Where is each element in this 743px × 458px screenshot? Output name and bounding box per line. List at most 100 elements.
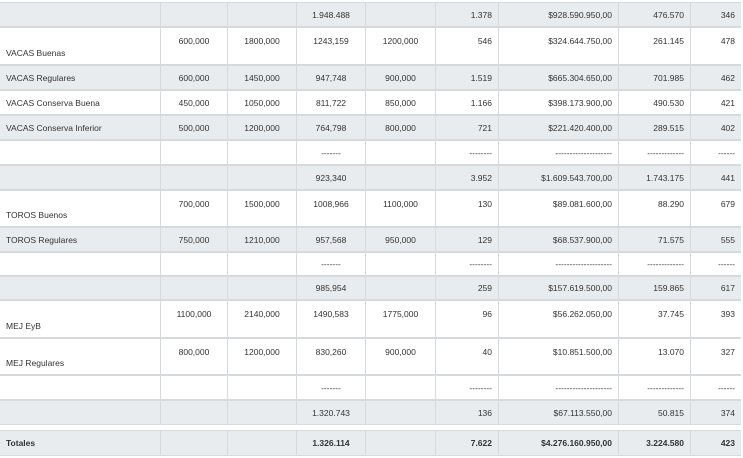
cell-value: ------ xyxy=(718,382,735,393)
cell-value: 1200,000 xyxy=(244,347,280,357)
row-label: TOROS Regulares xyxy=(6,234,78,245)
cell-value: 500,000 xyxy=(178,122,210,133)
table-cell xyxy=(160,401,227,424)
row-label: MEJ EyB xyxy=(6,321,41,331)
table-cell: $1.609.543.700,00 xyxy=(498,166,618,189)
table-cell: 441 xyxy=(690,166,741,189)
cell-value: 600,000 xyxy=(178,36,210,46)
cell-value: 40 xyxy=(482,347,492,357)
table-cell: 71.575 xyxy=(618,228,690,251)
table-row: 923,340 3.952 $1.609.543.700,00 1.743.175 44… xyxy=(0,165,741,190)
cell-value: 1200,000 xyxy=(382,36,419,46)
table-cell xyxy=(160,253,227,275)
table-cell: 950,000 xyxy=(365,228,435,251)
table-cell: $221.420.400,00 xyxy=(498,116,618,139)
cell-value: $665.304.650,00 xyxy=(548,72,612,83)
table-cell: VACAS Conserva Inferior xyxy=(0,116,160,139)
cell-value: $157.619.500,00 xyxy=(548,283,612,293)
table-row: VACAS Conserva Inferior 500,000 1200,000 76… xyxy=(0,115,741,140)
table-cell: ------------- xyxy=(618,253,690,275)
row-label: VACAS Buenas xyxy=(6,48,66,58)
cell-value: 900,000 xyxy=(385,347,416,357)
table-row: VACAS Conserva Buena 450,000 1050,000 811,7… xyxy=(0,90,741,115)
table-cell: 555 xyxy=(690,228,741,251)
table-cell xyxy=(0,376,160,399)
cell-value: 71.575 xyxy=(658,234,684,245)
table-cell: 1450,000 xyxy=(227,66,296,89)
table-cell: 811,722 xyxy=(296,91,365,114)
table-cell: 421 xyxy=(690,91,741,114)
table-cell xyxy=(365,141,435,164)
table-cell: 600,000 xyxy=(160,66,227,89)
table-cell: TOROS Regulares xyxy=(0,228,160,251)
table-cell: -------------------- xyxy=(498,141,618,164)
cell-value: $89.081.600,00 xyxy=(552,199,612,209)
cell-value: 1.519 xyxy=(470,72,492,83)
table-cell xyxy=(365,401,435,424)
cell-value: ------ xyxy=(718,147,735,158)
cell-value: 50.815 xyxy=(658,407,684,418)
cell-value: 721 xyxy=(477,122,492,133)
table-cell: $928.590.950,00 xyxy=(498,3,618,26)
cell-value: 346 xyxy=(720,9,735,20)
table-cell: 1490,583 xyxy=(296,301,365,337)
table-cell: -------------------- xyxy=(498,253,618,275)
table-row: TOROS Buenos 700,000 1500,000 1008,966 1100,… xyxy=(0,190,741,227)
table-cell: 1500,000 xyxy=(227,191,296,226)
table-cell xyxy=(160,3,227,26)
table-cell: 750,000 xyxy=(160,228,227,251)
table-cell xyxy=(227,253,296,275)
cell-value: 947,748 xyxy=(315,72,347,83)
table-cell: VACAS Buenas xyxy=(0,28,160,64)
table-cell: 289.515 xyxy=(618,116,690,139)
table-cell xyxy=(227,141,296,164)
table-cell: 1.166 xyxy=(435,91,498,114)
table-cell: 1.743.175 xyxy=(618,166,690,189)
cell-value: $67.113.550,00 xyxy=(553,407,612,418)
table-cell: 13.070 xyxy=(618,339,690,374)
table-cell: 37.745 xyxy=(618,301,690,337)
table-cell xyxy=(0,166,160,189)
cell-value: 96 xyxy=(482,309,492,319)
cell-value: ------------- xyxy=(647,382,684,393)
table-cell xyxy=(160,277,227,299)
table-cell xyxy=(0,277,160,299)
table-row: TOROS Regulares 750,000 1210,000 957,568 950… xyxy=(0,227,741,252)
table-cell: $56.262.050,00 xyxy=(498,301,618,337)
table-cell xyxy=(365,166,435,189)
cell-value: 1.320.743 xyxy=(312,407,350,418)
table-row: ------- -------- -------------------- -----… xyxy=(0,375,741,400)
cell-value: 750,000 xyxy=(178,234,210,245)
cell-value: 289.515 xyxy=(653,122,684,133)
table-cell: 923,340 xyxy=(296,166,365,189)
table-cell xyxy=(227,277,296,299)
table-cell: ------- xyxy=(296,376,365,399)
cell-value: 830,260 xyxy=(315,347,347,357)
cell-value: 600,000 xyxy=(178,72,210,83)
table-cell: ------ xyxy=(690,141,741,164)
cell-value: $1.609.543.700,00 xyxy=(541,172,612,183)
cell-value: $56.262.050,00 xyxy=(552,309,612,319)
cell-value: 1490,583 xyxy=(313,309,349,319)
cell-value: ------ xyxy=(718,259,735,269)
cell-value: 130 xyxy=(477,199,492,209)
table-row: MEJ Regulares 800,000 1200,000 830,260 900,0… xyxy=(0,338,741,375)
table-cell: 850,000 xyxy=(365,91,435,114)
table-cell xyxy=(227,166,296,189)
table-cell: VACAS Conserva Buena xyxy=(0,91,160,114)
table-cell: 1200,000 xyxy=(227,339,296,374)
cell-value: $4.276.160.950,00 xyxy=(541,438,612,448)
table-cell: $4.276.160.950,00 xyxy=(498,431,618,455)
cell-value: -------------------- xyxy=(555,259,612,269)
table-cell xyxy=(0,3,160,26)
cell-value: -------- xyxy=(469,382,492,393)
table-cell: 490.530 xyxy=(618,91,690,114)
table-cell: 259 xyxy=(435,277,498,299)
cell-value: 800,000 xyxy=(178,347,210,357)
table-row: VACAS Regulares 600,000 1450,000 947,748 900… xyxy=(0,65,741,90)
row-label: TOROS Buenos xyxy=(6,210,68,220)
row-label: VACAS Conserva Inferior xyxy=(6,122,102,133)
table-cell: 1100,000 xyxy=(160,301,227,337)
cell-value: 700,000 xyxy=(178,199,210,209)
